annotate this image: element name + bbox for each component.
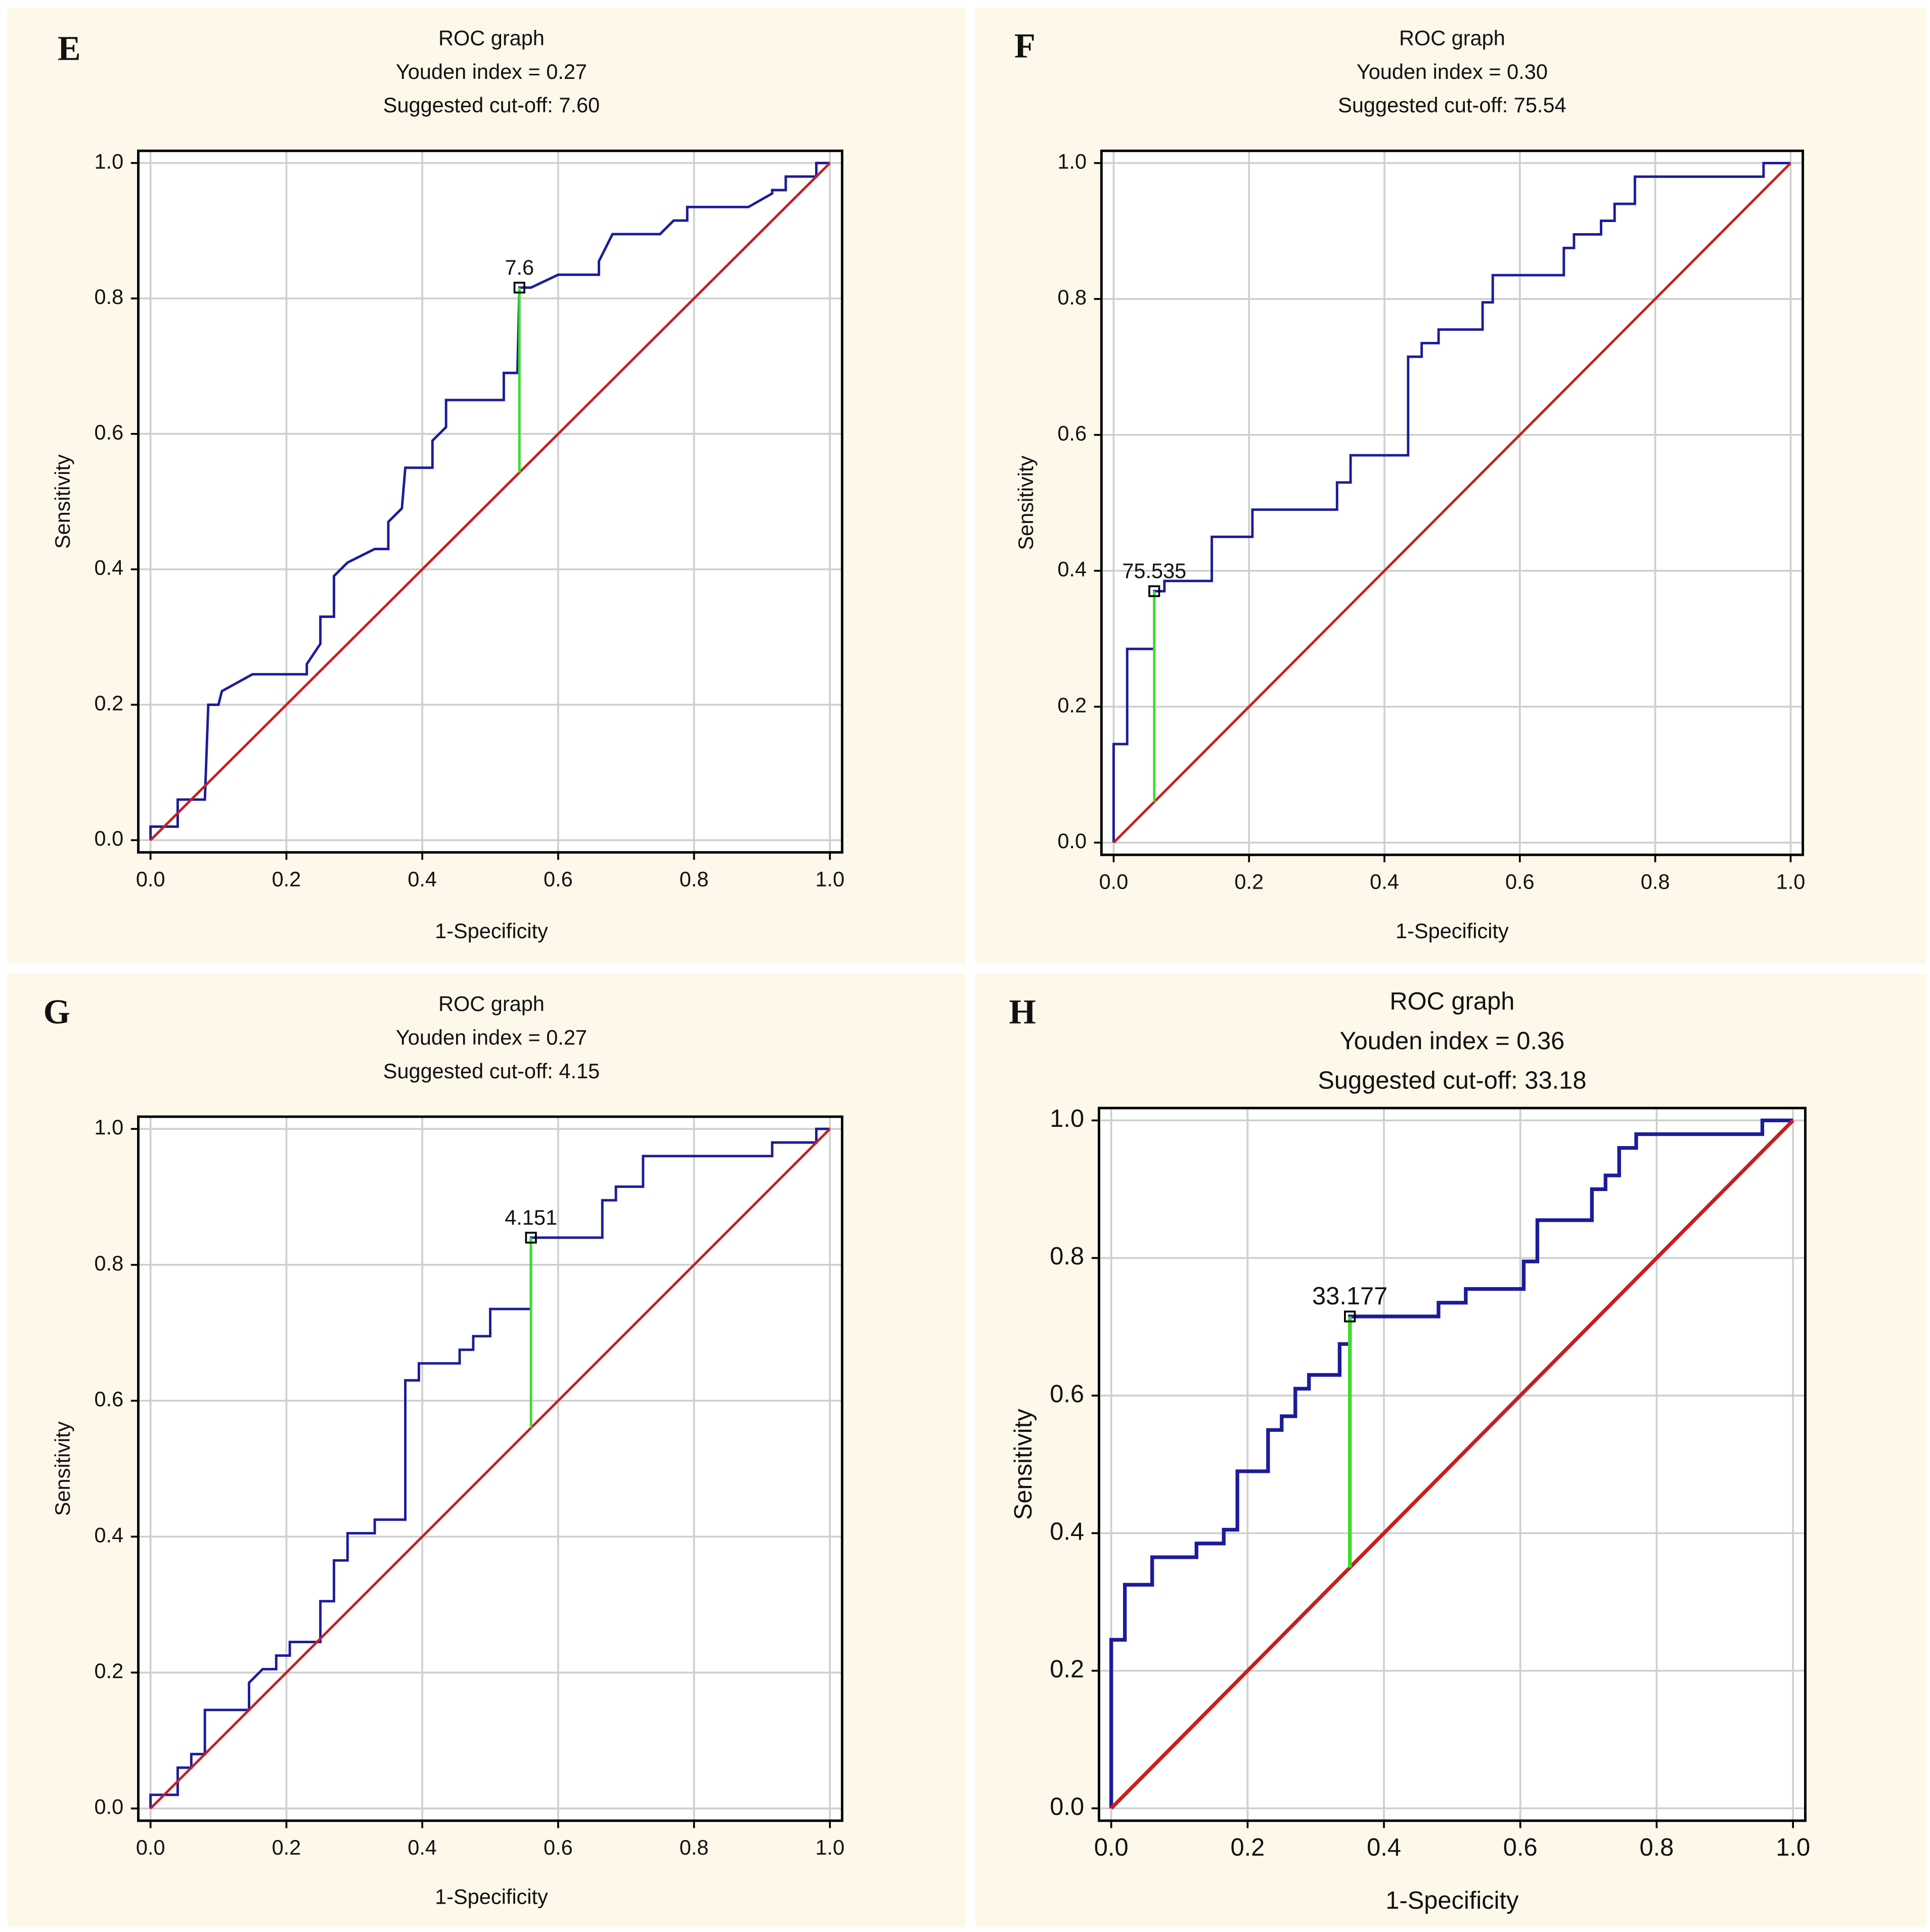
x-tick-label: 0.4	[408, 1835, 437, 1859]
x-tick-label: 1.0	[815, 1835, 844, 1859]
y-tick-label: 1.0	[1050, 1105, 1084, 1132]
chart-subtitle: Suggested cut-off: 75.54	[1338, 93, 1566, 117]
y-tick-label: 0.0	[1050, 1793, 1084, 1820]
x-axis-label: 1-Specificity	[435, 1885, 548, 1909]
chart-panel: E ROC graph Youden index = 0.27 Suggested c…	[7, 7, 966, 964]
y-tick-label: 0.2	[95, 691, 124, 715]
x-tick-label: 0.8	[680, 1835, 709, 1859]
x-tick-label: 0.6	[544, 867, 573, 891]
chart-panel: G ROC graph Youden index = 0.27 Suggested c…	[7, 973, 966, 1927]
cutoff-marker	[1148, 585, 1160, 597]
x-tick-label: 0.2	[272, 1835, 301, 1859]
plot-frame	[137, 149, 843, 854]
roc-curve	[1109, 1118, 1793, 1809]
y-tick-label: 0.6	[95, 1387, 124, 1411]
chart-title: ROC graph	[438, 26, 545, 50]
roc-curve	[149, 1127, 830, 1809]
y-tick-label: 0.6	[95, 420, 124, 444]
chart-subtitle: Suggested cut-off: 4.15	[383, 1059, 600, 1083]
y-tick-label: 0.0	[95, 1795, 124, 1819]
x-tick-label: 0.6	[544, 1835, 573, 1859]
y-tick-label: 1.0	[1057, 149, 1087, 173]
x-axis-label: 1-Specificity	[435, 919, 548, 943]
y-tick-label: 0.2	[1057, 693, 1087, 717]
x-tick-label: 0.6	[1503, 1834, 1538, 1861]
reference-line	[1112, 162, 1792, 844]
chart-title: ROC graph	[1389, 988, 1514, 1015]
cutoff-marker	[1344, 1310, 1356, 1323]
chart-subtitle: Youden index = 0.36	[1339, 1027, 1564, 1055]
y-tick-label: 0.0	[95, 826, 124, 850]
roc-curve	[149, 161, 830, 841]
x-tick-label: 0.0	[1094, 1834, 1129, 1861]
y-axis-label: Sensitivity	[51, 1421, 74, 1516]
x-tick-label: 0.2	[272, 867, 301, 891]
x-axis-label: 1-Specificity	[1385, 1887, 1519, 1914]
y-axis-label: Sensitivity	[1014, 456, 1038, 550]
chart-subtitle: Youden index = 0.30	[1357, 60, 1548, 83]
y-tick-label: 0.4	[95, 1523, 124, 1547]
y-tick-label: 1.0	[95, 1115, 124, 1139]
x-tick-label: 0.0	[136, 1835, 165, 1859]
chart-panel: F ROC graph Youden index = 0.30 Suggested c…	[975, 7, 1926, 964]
y-tick-label: 1.0	[95, 149, 124, 173]
x-tick-label: 0.2	[1230, 1834, 1265, 1861]
panel-letter: E	[58, 29, 81, 68]
cutoff-marker	[525, 1232, 537, 1244]
y-tick-label: 0.4	[1050, 1518, 1084, 1545]
plot-frame	[1098, 1107, 1807, 1822]
y-tick-label: 0.6	[1057, 421, 1087, 445]
x-tick-label: 0.2	[1234, 869, 1264, 893]
x-tick-label: 0.4	[408, 867, 437, 891]
y-tick-label: 0.8	[95, 1251, 124, 1275]
x-tick-label: 0.0	[136, 867, 165, 891]
chart-subtitle: Youden index = 0.27	[396, 1026, 587, 1049]
y-tick-label: 0.4	[1057, 557, 1087, 581]
panel-letter: H	[1009, 992, 1036, 1031]
chart-title: ROC graph	[438, 992, 545, 1016]
plot-frame	[137, 1115, 843, 1822]
cutoff-marker	[513, 282, 525, 294]
x-tick-label: 0.6	[1505, 869, 1535, 893]
panel-letter: F	[1014, 27, 1036, 65]
chart-title: ROC graph	[1399, 26, 1505, 50]
reference-line	[149, 162, 831, 841]
x-tick-label: 1.0	[815, 867, 844, 891]
y-tick-label: 0.6	[1050, 1380, 1084, 1408]
x-tick-label: 1.0	[1776, 869, 1806, 893]
plot-frame	[1100, 149, 1804, 856]
y-tick-label: 0.2	[95, 1659, 124, 1683]
cutoff-label: 75.535	[1122, 559, 1186, 583]
cutoff-label: 33.177	[1312, 1283, 1387, 1310]
roc-curve	[1112, 161, 1791, 843]
x-tick-label: 0.0	[1099, 869, 1129, 893]
x-tick-label: 0.4	[1367, 1834, 1401, 1861]
reference-line	[149, 1128, 831, 1810]
cutoff-label: 7.6	[505, 255, 534, 279]
y-tick-label: 0.8	[95, 285, 124, 309]
chart-subtitle: Youden index = 0.27	[396, 60, 587, 83]
y-axis-label: Sensitivity	[51, 454, 74, 549]
chart-subtitle: Suggested cut-off: 33.18	[1318, 1067, 1586, 1094]
y-tick-label: 0.2	[1050, 1655, 1084, 1683]
y-axis-label: Sensitivity	[1010, 1409, 1037, 1520]
panel-letter: G	[43, 992, 70, 1031]
x-tick-label: 0.4	[1370, 869, 1399, 893]
reference-line	[1110, 1119, 1794, 1810]
y-tick-label: 0.0	[1057, 829, 1087, 853]
y-tick-label: 0.8	[1057, 285, 1087, 309]
chart-panel: H ROC graph Youden index = 0.36 Suggested c…	[975, 973, 1926, 1927]
chart-subtitle: Suggested cut-off: 7.60	[383, 93, 600, 117]
y-tick-label: 0.8	[1050, 1243, 1084, 1270]
y-tick-label: 0.4	[95, 556, 124, 580]
cutoff-label: 4.151	[505, 1205, 557, 1229]
x-tick-label: 0.8	[1639, 1834, 1674, 1861]
x-tick-label: 0.8	[680, 867, 709, 891]
x-tick-label: 0.8	[1641, 869, 1670, 893]
x-tick-label: 1.0	[1776, 1834, 1810, 1861]
x-axis-label: 1-Specificity	[1396, 919, 1509, 943]
